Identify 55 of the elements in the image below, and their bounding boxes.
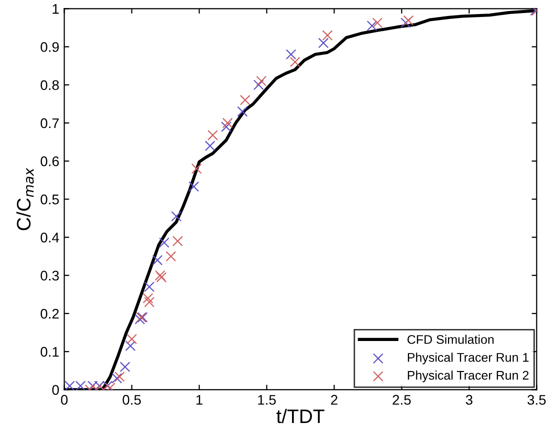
point: [372, 18, 383, 28]
point: [237, 106, 248, 117]
point: [125, 340, 136, 352]
x-tick-label: 2.5: [392, 394, 411, 405]
x-tick-label: 3.5: [528, 394, 546, 405]
x-axis-title: t/TDT: [276, 408, 324, 424]
point: [188, 181, 200, 192]
y-tick-label: 0.7: [40, 118, 59, 128]
y-tick-label: 0.2: [40, 308, 59, 319]
point: [318, 38, 329, 48]
x-tick-label: 1: [196, 395, 202, 405]
y-tick-label: 0.3: [40, 270, 59, 281]
point: [403, 15, 414, 26]
y-tick-label: 0.6: [40, 156, 59, 166]
point: [172, 236, 183, 246]
x-tick-label: 1.5: [258, 395, 276, 405]
x-tick-label: 2: [331, 394, 338, 405]
y-tick-label: 0.5: [40, 194, 59, 204]
point: [322, 30, 333, 41]
point: [290, 56, 300, 68]
point: [152, 254, 163, 266]
point: [222, 118, 233, 128]
point: [286, 49, 296, 60]
point: [144, 296, 155, 308]
y-axis-title: C/C$_{max}$: [16, 168, 34, 230]
legend-label: Physical Tracer Run 1: [408, 352, 529, 364]
point: [112, 373, 122, 384]
point: [240, 94, 250, 106]
legend-label: CFD Simulation: [408, 334, 494, 344]
point: [114, 372, 125, 382]
x-tick-label: 0.5: [122, 394, 141, 405]
x-tick-label: 0: [60, 394, 68, 405]
point: [120, 362, 130, 372]
point: [400, 18, 411, 28]
point: [144, 282, 155, 292]
y-tick-label: 0.9: [40, 42, 59, 52]
y-tick-label: 0.4: [40, 232, 60, 242]
y-tick-label: 0.8: [40, 80, 59, 90]
point: [208, 130, 218, 140]
point: [126, 334, 137, 344]
y-tick-label: 0: [52, 385, 59, 395]
point: [191, 163, 202, 174]
point: [256, 76, 267, 86]
point: [366, 20, 378, 32]
y-tick-label: 0.1: [40, 346, 59, 357]
y-tick-label: 1: [52, 4, 59, 14]
point: [253, 80, 264, 90]
point: [204, 140, 216, 152]
point: [142, 293, 154, 304]
legend-label: Physical Tracer Run 2: [408, 370, 529, 382]
point: [158, 237, 170, 248]
point: [171, 211, 182, 222]
point: [166, 251, 176, 262]
point: [221, 122, 232, 132]
x-tick-label: 3: [466, 394, 472, 405]
